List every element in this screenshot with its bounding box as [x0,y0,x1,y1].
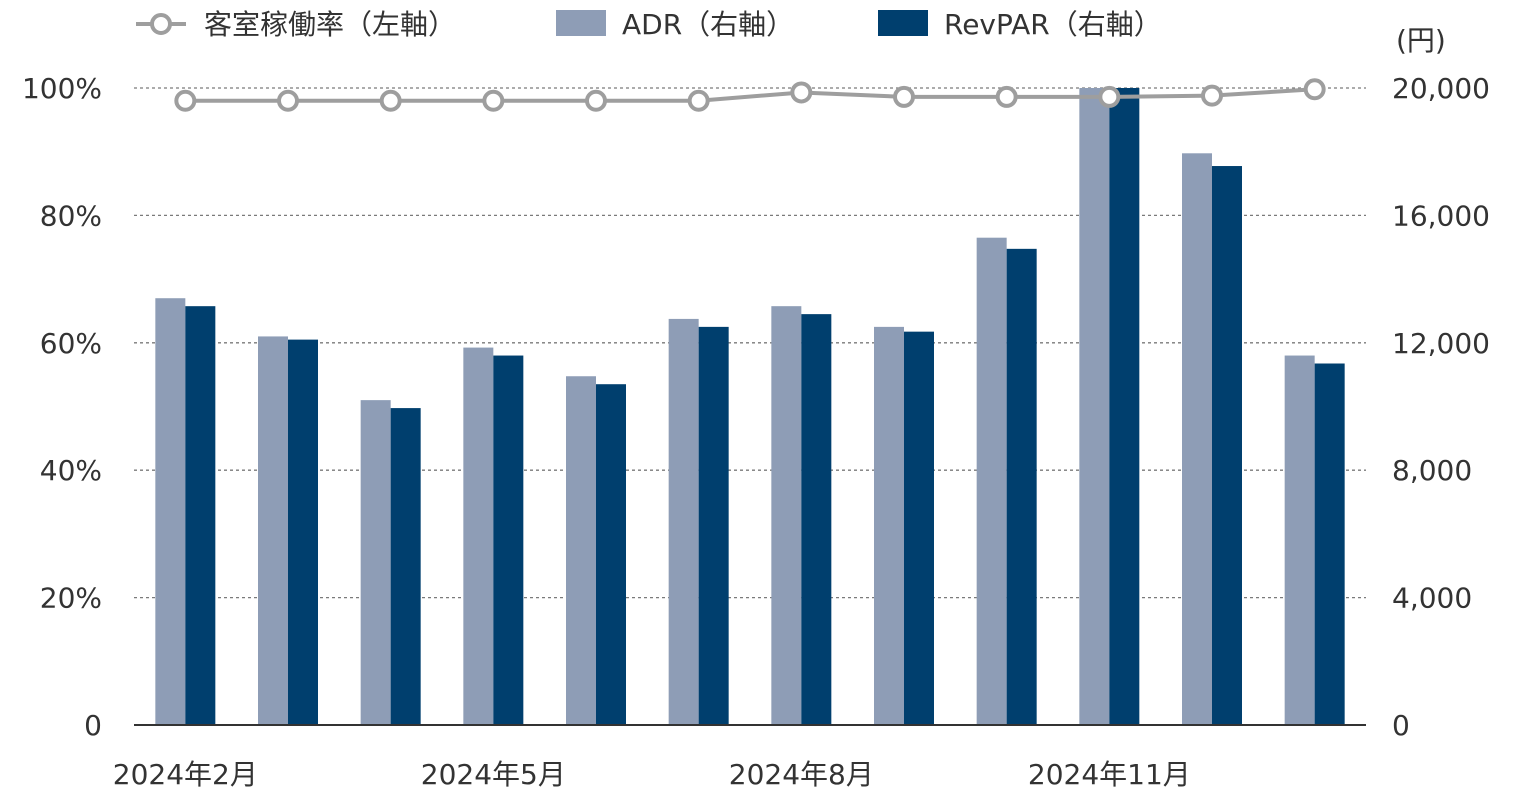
right-axis-tick-label: 4,000 [1392,582,1472,615]
adr-bar [566,376,596,725]
left-axis-tick-label: 60% [40,327,102,360]
right-axis-tick-label: 8,000 [1392,454,1472,487]
x-axis-tick-label: 2024年8月 [729,758,874,791]
legend-item-revpar: RevPAR（右軸） [878,8,1162,41]
occupancy-point [687,89,710,112]
adr-bar [360,400,391,725]
occupancy-point [482,89,505,112]
right-axis-ticks: 0 4,000 8,000 12,000 16,000 20,000 [1392,72,1490,742]
revpar-bar [904,331,934,725]
revpar-bar [1109,88,1140,725]
right-axis-tick-label: 12,000 [1392,327,1490,360]
revpar-bar [1006,248,1037,725]
adr-bar [155,298,186,725]
x-axis-tick-label: 2024年2月 [113,758,258,791]
adr-bar [771,306,802,725]
occupancy-point [790,81,813,104]
adr-bar [1284,355,1315,725]
occupancy-line [185,87,1315,103]
left-axis-tick-label: 100% [22,72,102,105]
revpar-bar [493,355,524,725]
legend-item-adr: ADR（右軸） [556,8,794,41]
legend-revpar-swatch-icon [878,10,928,36]
occupancy-point [893,85,915,108]
adr-bar [258,336,288,725]
left-axis-tick-label: 20% [40,582,102,615]
legend: 客室稼働率（左軸） ADR（右軸） RevPAR（右軸） [136,8,1162,41]
adr-bar [874,326,904,725]
revpar-bar [288,339,318,725]
adr-bar [1182,153,1212,726]
left-axis-tick-label: 0 [84,709,102,742]
bars [155,88,1345,726]
x-axis-ticks: 2024年2月 2024年5月 2024年8月 2024年11月 [113,758,1191,791]
right-axis-tick-label: 20,000 [1392,72,1490,105]
legend-adr-swatch-icon [556,10,606,36]
occupancy-point [174,89,197,112]
adr-bar [463,347,494,725]
legend-occupancy-label: 客室稼働率（左軸） [204,8,456,41]
legend-item-occupancy: 客室稼働率（左軸） [136,8,456,41]
revpar-bar [801,314,832,725]
left-axis-ticks: 0 20% 40% 60% 80% 100% [22,72,102,742]
x-axis-tick-label: 2024年11月 [1028,758,1191,791]
adr-bar [668,318,699,725]
occupancy-point [995,85,1018,108]
right-axis-tick-label: 16,000 [1392,199,1490,232]
revpar-bar [390,408,421,725]
occupancy-line-series [174,78,1326,112]
occupancy-point [1303,78,1326,101]
right-axis-unit-label: (円) [1396,24,1446,57]
occupancy-point [1098,85,1121,108]
occupancy-point [1201,84,1223,107]
gridlines [134,87,1366,599]
legend-revpar-label: RevPAR（右軸） [944,8,1162,41]
left-axis-tick-label: 80% [40,199,102,232]
occupancy-point [379,89,402,112]
occupancy-point [277,89,299,112]
x-axis-tick-label: 2024年5月 [421,758,566,791]
legend-occupancy-marker-icon [150,13,172,35]
revpar-bar [1314,363,1345,725]
revpar-bar [698,326,729,725]
revpar-bar [596,384,626,725]
revpar-bar [185,306,216,725]
revpar-bar [1212,166,1242,726]
occupancy-point [585,89,607,112]
legend-adr-label: ADR（右軸） [622,8,794,41]
right-axis-tick-label: 0 [1392,709,1410,742]
adr-bar [976,237,1007,725]
adr-bar [1079,88,1110,725]
left-axis-tick-label: 40% [40,454,102,487]
